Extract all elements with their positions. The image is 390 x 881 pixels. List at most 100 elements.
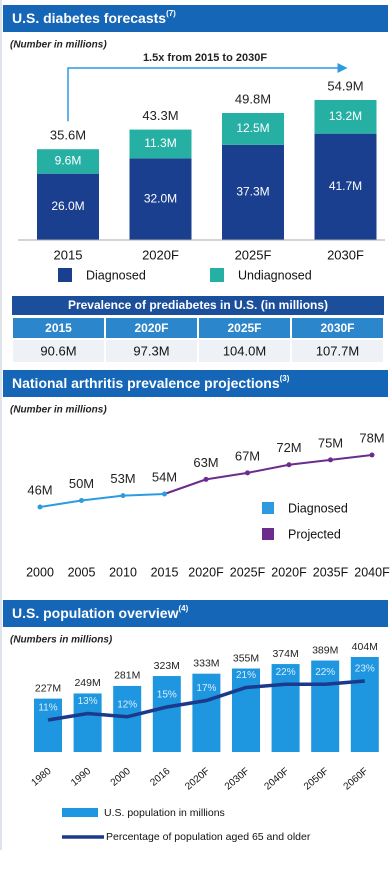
table-title: Prevalence of prediabetes in U.S. (in mi… bbox=[68, 298, 328, 312]
bar bbox=[311, 660, 340, 752]
value-label: 249M bbox=[74, 677, 100, 689]
value-label: 72M bbox=[276, 440, 301, 455]
section-header bbox=[3, 5, 388, 32]
subtitle: (Number in millions) bbox=[10, 40, 107, 51]
value-label: 355M bbox=[233, 652, 259, 664]
x-tick-label: 2015 bbox=[54, 247, 83, 262]
table-value: 90.6M bbox=[40, 343, 76, 358]
point bbox=[79, 498, 84, 503]
point bbox=[37, 504, 43, 510]
table-header: 2030F bbox=[320, 321, 354, 335]
title-note: (4) bbox=[178, 604, 188, 613]
bar bbox=[271, 664, 300, 752]
bar-segment bbox=[37, 173, 99, 240]
point bbox=[369, 452, 375, 458]
value-label: 323M bbox=[154, 660, 180, 672]
bar-segment bbox=[129, 129, 192, 159]
total-label: 35.6M bbox=[50, 128, 86, 143]
value-label: 46M bbox=[27, 482, 52, 497]
value-label: 22% bbox=[315, 667, 335, 678]
value-label: 78M bbox=[359, 430, 384, 445]
section-header bbox=[3, 600, 388, 627]
bar bbox=[152, 676, 181, 752]
subtitle: (Number in millions) bbox=[10, 405, 107, 416]
bar-segment bbox=[37, 149, 99, 174]
bar-segment bbox=[222, 144, 284, 240]
point bbox=[162, 491, 167, 497]
value-label: 404M bbox=[352, 641, 378, 653]
value-label: 63M bbox=[193, 455, 218, 470]
point bbox=[120, 493, 126, 499]
x-tick-label: 2025F bbox=[230, 565, 266, 579]
point bbox=[245, 470, 250, 476]
bar-segment bbox=[314, 100, 377, 134]
table-value: 107.7M bbox=[316, 343, 359, 358]
title-text: U.S. diabetes forecasts bbox=[12, 10, 166, 26]
point bbox=[328, 457, 333, 463]
title-text: National arthritis prevalence projection… bbox=[12, 375, 280, 391]
value-label: 23% bbox=[355, 664, 375, 675]
x-tick-label: 2035F bbox=[313, 565, 349, 579]
point bbox=[286, 462, 292, 468]
table-header: 2015 bbox=[45, 321, 72, 335]
section-header bbox=[3, 370, 388, 397]
x-tick-label: 2020F bbox=[142, 247, 179, 262]
value-label: 389M bbox=[312, 644, 338, 656]
annotation-arrow bbox=[67, 67, 338, 122]
value-label: 12.5M bbox=[236, 121, 269, 135]
legend-label: Percentage of population aged 65 and old… bbox=[106, 831, 311, 843]
line bbox=[39, 493, 165, 508]
legend-swatch bbox=[62, 808, 98, 817]
value-label: 11% bbox=[38, 703, 57, 714]
x-tick-label: 2015 bbox=[151, 565, 179, 579]
table-header: 2025F bbox=[227, 321, 261, 335]
x-tick-label: 2025F bbox=[235, 247, 272, 262]
legend-label: Undiagnosed bbox=[238, 268, 312, 282]
bar bbox=[34, 698, 62, 752]
table-cell bbox=[199, 340, 290, 362]
value-label: 12% bbox=[117, 699, 137, 710]
line bbox=[47, 679, 365, 722]
x-tick-label: 2020F bbox=[188, 565, 224, 579]
value-label: 75M bbox=[318, 435, 343, 450]
value-label: 17% bbox=[196, 683, 216, 694]
legend-swatch bbox=[210, 268, 224, 282]
section-title: U.S. population overview(4) bbox=[12, 604, 189, 621]
subtitle: (Numbers in millions) bbox=[10, 635, 113, 646]
legend-label: Projected bbox=[288, 527, 341, 541]
value-label: 67M bbox=[235, 448, 260, 463]
value-label: 9.6M bbox=[55, 154, 82, 168]
value-label: 26.0M bbox=[51, 199, 84, 213]
title-text: U.S. population overview bbox=[12, 605, 179, 621]
bar bbox=[192, 673, 221, 752]
value-label: 13% bbox=[78, 696, 98, 707]
value-label: 227M bbox=[35, 682, 61, 694]
x-tick-label: 2000 bbox=[26, 565, 54, 579]
table-header-cell bbox=[13, 318, 104, 338]
table-value: 97.3M bbox=[133, 343, 169, 358]
x-tick-label: 2040F bbox=[354, 565, 390, 579]
legend-label: Diagnosed bbox=[288, 501, 348, 515]
bar-segment bbox=[129, 158, 192, 240]
value-label: 22% bbox=[276, 667, 296, 678]
legend-swatch bbox=[262, 502, 274, 514]
value-label: 13.2M bbox=[329, 109, 362, 123]
total-label: 43.3M bbox=[142, 108, 178, 123]
table-cell bbox=[292, 340, 383, 362]
table-title-bar bbox=[12, 296, 384, 315]
bar-segment bbox=[222, 113, 284, 145]
x-tick-label: 2005 bbox=[68, 565, 96, 579]
legend-label: Diagnosed bbox=[86, 268, 146, 282]
bar bbox=[232, 668, 260, 752]
legend-label: U.S. population in millions bbox=[104, 807, 225, 819]
value-label: 32.0M bbox=[144, 191, 177, 205]
title-note: (3) bbox=[280, 374, 290, 383]
value-label: 21% bbox=[236, 670, 256, 681]
value-label: 15% bbox=[157, 690, 177, 701]
bar bbox=[350, 657, 379, 752]
bar-segment bbox=[314, 133, 377, 240]
value-label: 41.7M bbox=[329, 179, 362, 193]
title-note: (7) bbox=[166, 9, 176, 18]
total-label: 54.9M bbox=[327, 78, 363, 93]
